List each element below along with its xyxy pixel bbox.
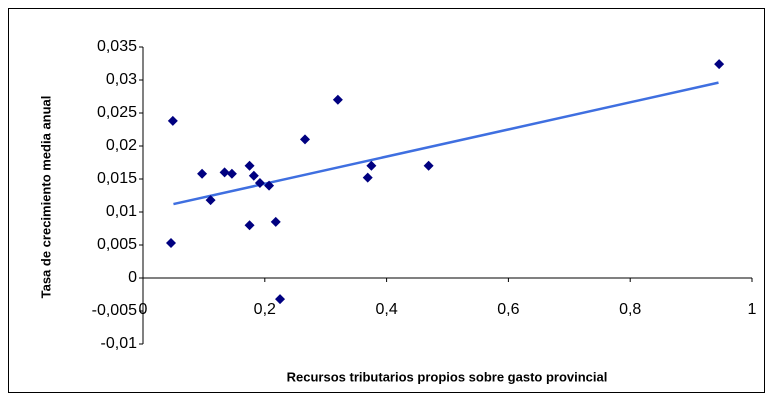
- point: [248, 170, 259, 181]
- point: [332, 94, 343, 105]
- point: [366, 160, 377, 171]
- x-axis-title: Recursos tributarios propios sobre gasto…: [287, 369, 608, 384]
- point: [219, 167, 230, 178]
- x-tick-label: 0,6: [497, 301, 519, 318]
- x-tick-label: 1: [748, 301, 757, 318]
- y-tick-label: 0,01: [106, 203, 137, 220]
- x-tick-label: 0,2: [254, 301, 276, 318]
- point: [226, 168, 237, 179]
- x-tick-label: 0,8: [619, 301, 641, 318]
- point: [714, 59, 725, 70]
- point: [166, 238, 177, 249]
- point: [423, 160, 434, 171]
- x-tick-label: 0,4: [375, 301, 397, 318]
- point: [264, 180, 275, 191]
- trendline: [173, 81, 719, 206]
- point: [244, 160, 255, 171]
- point: [205, 195, 216, 206]
- point: [362, 172, 373, 183]
- point: [275, 294, 286, 305]
- y-tick-label: 0,015: [97, 170, 137, 187]
- y-tick-label: 0,02: [106, 137, 137, 154]
- y-tick-label: -0,005: [92, 302, 137, 319]
- y-tick-label: -0,01: [101, 335, 138, 352]
- y-axis-title: Tasa de crecimiento media anual: [38, 96, 53, 299]
- point: [197, 168, 208, 179]
- y-tick-label: 0,035: [97, 38, 137, 55]
- y-tick-label: 0,005: [97, 236, 137, 253]
- y-tick-label: 0: [128, 269, 137, 286]
- chart-border: [8, 8, 765, 393]
- point: [270, 216, 281, 227]
- point: [244, 220, 255, 231]
- point: [299, 134, 310, 145]
- point: [167, 115, 178, 126]
- x-tick-label: 0: [139, 301, 148, 318]
- y-tick-label: 0,03: [106, 71, 137, 88]
- point: [254, 177, 265, 188]
- y-tick-label: 0,025: [97, 104, 137, 121]
